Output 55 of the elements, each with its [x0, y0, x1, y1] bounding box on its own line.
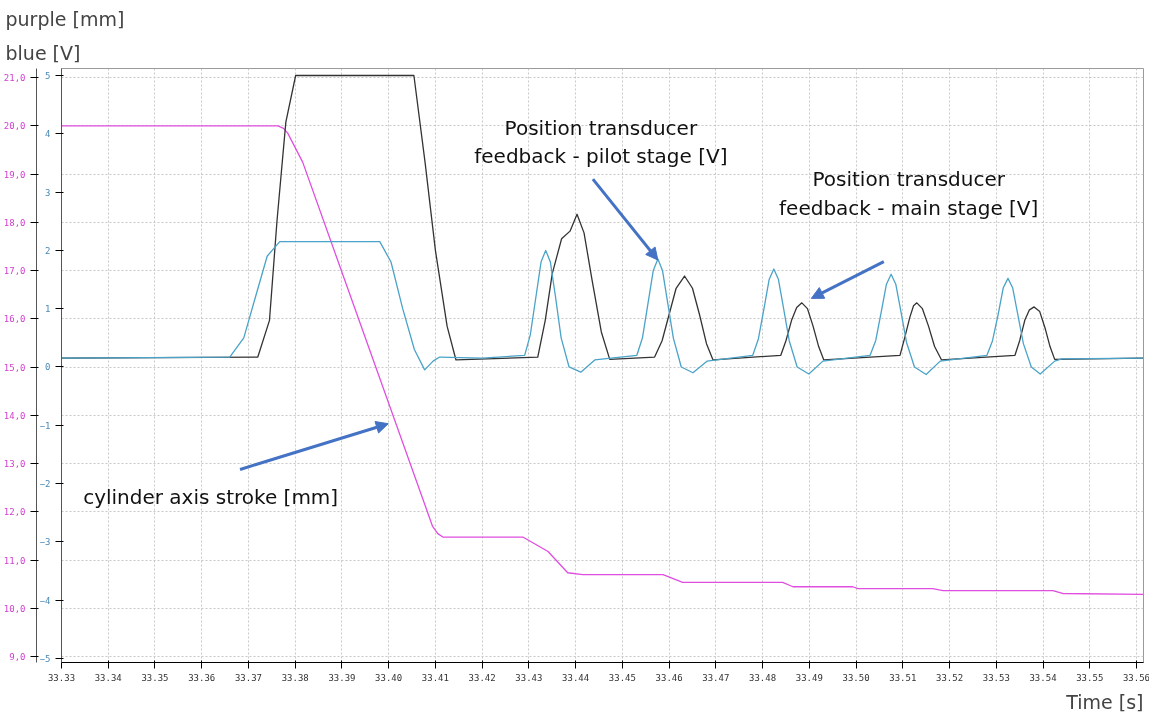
- y2-tick-label: −2: [39, 479, 51, 490]
- x-tick-label: 33.41: [421, 672, 449, 683]
- y-tick-label: 13,0: [3, 459, 26, 470]
- y2-tick-label: −5: [39, 653, 51, 664]
- x-tick-label: 33.40: [375, 672, 403, 683]
- x-tick-label: 33.49: [795, 672, 823, 683]
- text: purple [mm]: [5, 7, 125, 30]
- x-tick-label: 33.54: [1029, 672, 1057, 683]
- y-tick-label: 20,0: [3, 121, 26, 132]
- y-tick-label: 10,0: [3, 603, 26, 614]
- x-tick-label: 33.36: [188, 672, 216, 683]
- x-tick-label: 33.43: [515, 672, 543, 683]
- y-tick-label: 16,0: [3, 314, 26, 325]
- x-tick-label: 33.53: [982, 672, 1010, 683]
- x-tick-label: 33.46: [655, 672, 683, 683]
- y-tick-label: 9,0: [9, 652, 26, 663]
- y-tick-label: 15,0: [3, 362, 26, 373]
- x-tick-label: 33.55: [1076, 672, 1104, 683]
- y2-tick-label: 5: [45, 71, 51, 81]
- y-tick-label: 17,0: [3, 266, 26, 277]
- y-tick-label: 14,0: [3, 410, 26, 421]
- y-tick-label: 12,0: [3, 507, 26, 518]
- y-tick-label: 18,0: [3, 217, 26, 228]
- x-tick-label: 33.42: [468, 672, 496, 683]
- x-tick-label: 33.48: [749, 672, 777, 683]
- y2-tick-label: 4: [45, 129, 51, 140]
- text: blue [V]: [5, 41, 81, 64]
- y2-tick-label: 1: [45, 304, 51, 315]
- y-tick-label: 21,0: [3, 73, 26, 84]
- x-tick-label: 33.34: [94, 672, 122, 683]
- x-tick-label: 33.35: [141, 672, 169, 683]
- y2-tick-label: −3: [39, 537, 51, 548]
- x-tick-label: 33.51: [889, 672, 917, 683]
- y2-tick-label: −1: [39, 420, 51, 431]
- x-tick-label: 33.47: [702, 672, 730, 683]
- line-series: [61, 240, 1144, 376]
- x-tick-label: 33.50: [842, 672, 870, 683]
- x-axis-title: Time [s]: [1065, 690, 1144, 713]
- x-tick-label: 33.44: [562, 672, 590, 683]
- x-tick-label: 33.39: [328, 672, 356, 683]
- x-tick-label: 33.45: [608, 672, 636, 683]
- annotation: cylinder axis stroke [mm]: [83, 484, 339, 509]
- annotation: Position transducer feedback - main stage [V]: [779, 166, 1039, 220]
- y-tick-label: 11,0: [3, 555, 26, 566]
- x-tick-label: 33.52: [935, 672, 964, 683]
- y2-tick-label: 3: [45, 187, 51, 198]
- x-tick-label: 33.37: [234, 672, 262, 683]
- annotation: Position transducer feedback - pilot stage [V]: [474, 115, 728, 169]
- y2-tick-label: −4: [39, 595, 51, 606]
- y2-tick-label: 2: [45, 245, 51, 256]
- x-tick-label: 33.56: [1122, 672, 1149, 683]
- x-tick-label: 33.38: [281, 672, 309, 683]
- x-tick-label: 33.33: [47, 672, 76, 683]
- y-tick-label: 19,0: [3, 169, 26, 180]
- y2-tick-label: 0: [45, 362, 51, 373]
